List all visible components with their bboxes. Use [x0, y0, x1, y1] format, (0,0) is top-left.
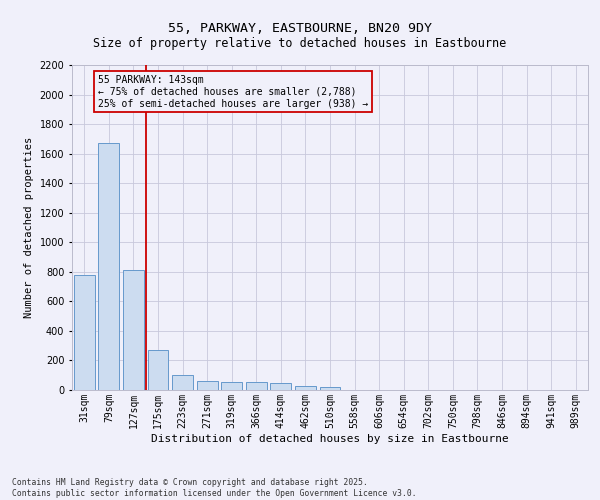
Text: 55 PARKWAY: 143sqm
← 75% of detached houses are smaller (2,788)
25% of semi-deta: 55 PARKWAY: 143sqm ← 75% of detached hou…: [98, 76, 368, 108]
Bar: [148, 350, 169, 390]
Bar: [98, 144, 119, 390]
Text: 55, PARKWAY, EASTBOURNE, BN20 9DY: 55, PARKWAY, EASTBOURNE, BN20 9DY: [168, 22, 432, 36]
Bar: [74, 275, 95, 390]
Bar: [295, 386, 316, 390]
Bar: [123, 270, 144, 390]
Bar: [320, 387, 340, 390]
Text: Contains HM Land Registry data © Crown copyright and database right 2025.
Contai: Contains HM Land Registry data © Crown c…: [12, 478, 416, 498]
Y-axis label: Number of detached properties: Number of detached properties: [24, 137, 34, 318]
Bar: [221, 382, 242, 390]
Bar: [271, 384, 292, 390]
X-axis label: Distribution of detached houses by size in Eastbourne: Distribution of detached houses by size …: [151, 434, 509, 444]
Bar: [172, 375, 193, 390]
Bar: [246, 382, 267, 390]
Text: Size of property relative to detached houses in Eastbourne: Size of property relative to detached ho…: [94, 38, 506, 51]
Bar: [197, 381, 218, 390]
